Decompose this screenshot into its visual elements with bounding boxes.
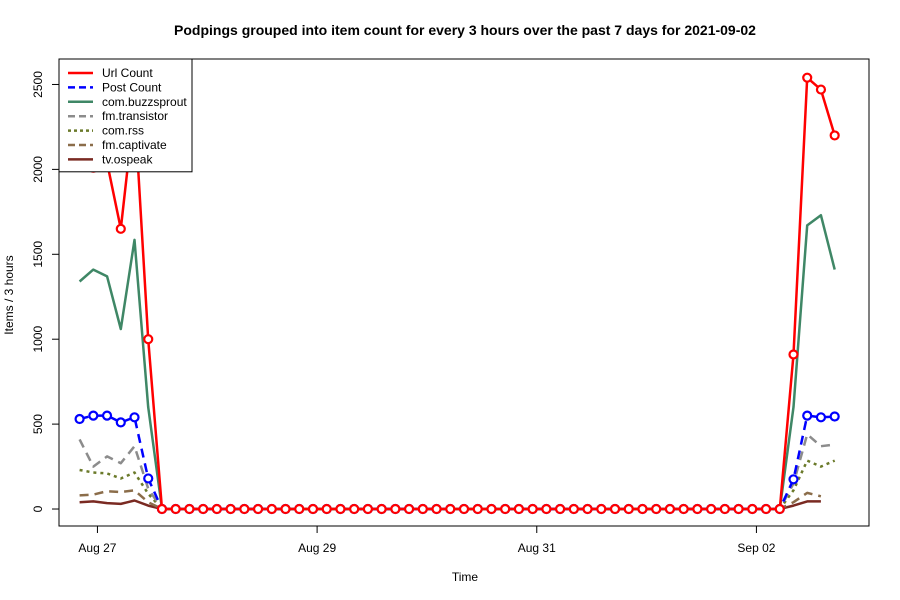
legend-label-4: com.rss (102, 124, 144, 138)
point-0-35 (555, 503, 566, 515)
point-0-14 (266, 503, 277, 515)
point-1-3 (115, 417, 126, 428)
point-0-5 (143, 334, 154, 345)
point-1-52 (788, 474, 799, 485)
point-0-44 (678, 503, 689, 515)
point-0-49 (747, 503, 758, 515)
point-0-15 (280, 503, 291, 515)
point-0-7 (170, 503, 181, 515)
y-tick-label-1: 500 (31, 414, 45, 434)
y-axis-label: Items / 3 hours (2, 255, 16, 334)
x-axis: Aug 27 Aug 29 Aug 31 Sep 02 (78, 526, 776, 555)
y-tick-label-4: 2000 (31, 156, 45, 183)
point-0-34 (541, 503, 552, 515)
point-1-0 (74, 413, 85, 425)
series-4 (79, 459, 836, 511)
point-0-10 (211, 503, 222, 515)
plot-frame (58, 58, 870, 527)
legend-label-5: fm.captivate (102, 138, 167, 152)
series-line-3 (78, 433, 835, 511)
legend-label-0: Url Count (102, 66, 153, 80)
chart-title: Podpings grouped into item count for eve… (174, 22, 756, 38)
point-0-54 (815, 84, 827, 95)
legend-label-2: com.buzzsprout (102, 95, 187, 109)
point-0-32 (513, 503, 525, 515)
y-tick-label-0: 0 (31, 505, 45, 512)
point-0-52 (788, 349, 799, 360)
point-0-53 (802, 72, 813, 83)
point-0-12 (239, 503, 250, 515)
y-axis: 0 500 1000 1500 2000 2500 (31, 71, 59, 512)
point-0-24 (403, 503, 415, 515)
point-0-28 (458, 503, 470, 515)
point-0-25 (417, 503, 428, 515)
point-0-17 (307, 503, 319, 515)
point-0-20 (349, 503, 360, 515)
point-0-29 (472, 503, 483, 515)
point-0-11 (225, 503, 236, 515)
point-0-47 (719, 503, 730, 515)
point-1-1 (88, 410, 99, 421)
point-0-48 (733, 503, 744, 515)
point-0-46 (706, 503, 717, 515)
point-0-6 (156, 503, 168, 515)
x-tick-label-2: Aug 31 (518, 541, 556, 555)
x-axis-label: Time (452, 570, 479, 584)
point-0-3 (115, 223, 126, 234)
x-tick-label-3: Sep 02 (737, 541, 775, 555)
y-tick-label-2: 1000 (31, 326, 45, 353)
point-0-18 (321, 503, 332, 515)
point-0-27 (445, 503, 456, 515)
x-tick-label-0: Aug 27 (78, 541, 116, 555)
point-0-36 (568, 503, 579, 515)
y-tick-label-5: 2500 (31, 71, 45, 98)
point-0-19 (335, 503, 346, 515)
y-tick-label-3: 1500 (31, 241, 45, 268)
point-1-54 (815, 412, 827, 423)
point-0-38 (596, 503, 607, 515)
x-tick-label-1: Aug 29 (298, 541, 336, 555)
point-0-30 (486, 503, 497, 515)
point-0-33 (527, 503, 538, 515)
series-3 (78, 433, 835, 511)
point-1-4 (129, 412, 140, 423)
point-0-16 (294, 503, 305, 515)
point-0-31 (500, 503, 511, 515)
point-0-42 (651, 503, 662, 515)
point-0-9 (198, 503, 209, 515)
point-0-41 (637, 503, 648, 515)
point-0-37 (582, 503, 593, 515)
series-1 (74, 410, 840, 515)
point-1-53 (802, 410, 813, 421)
series-line-2 (78, 213, 836, 511)
point-0-21 (362, 503, 373, 515)
series-layer (74, 72, 840, 515)
point-0-23 (390, 503, 401, 515)
legend-label-6: tv.ospeak (102, 152, 153, 166)
point-0-50 (760, 503, 772, 515)
point-0-22 (376, 503, 387, 515)
legend-label-1: Post Count (102, 80, 162, 94)
series-line-4 (79, 459, 836, 511)
point-0-8 (184, 503, 195, 515)
point-0-39 (609, 503, 621, 515)
series-line-1 (79, 414, 835, 511)
point-0-40 (623, 503, 634, 515)
point-1-55 (829, 411, 840, 422)
legend-label-3: fm.transistor (102, 109, 168, 123)
point-1-5 (143, 473, 154, 484)
point-0-45 (692, 503, 703, 515)
point-0-43 (664, 503, 676, 515)
point-0-26 (431, 503, 442, 515)
point-0-51 (774, 503, 785, 515)
point-1-2 (101, 410, 113, 421)
point-0-13 (252, 503, 264, 515)
point-0-55 (829, 130, 840, 141)
series-2 (78, 213, 836, 511)
series-line-0 (78, 76, 836, 511)
